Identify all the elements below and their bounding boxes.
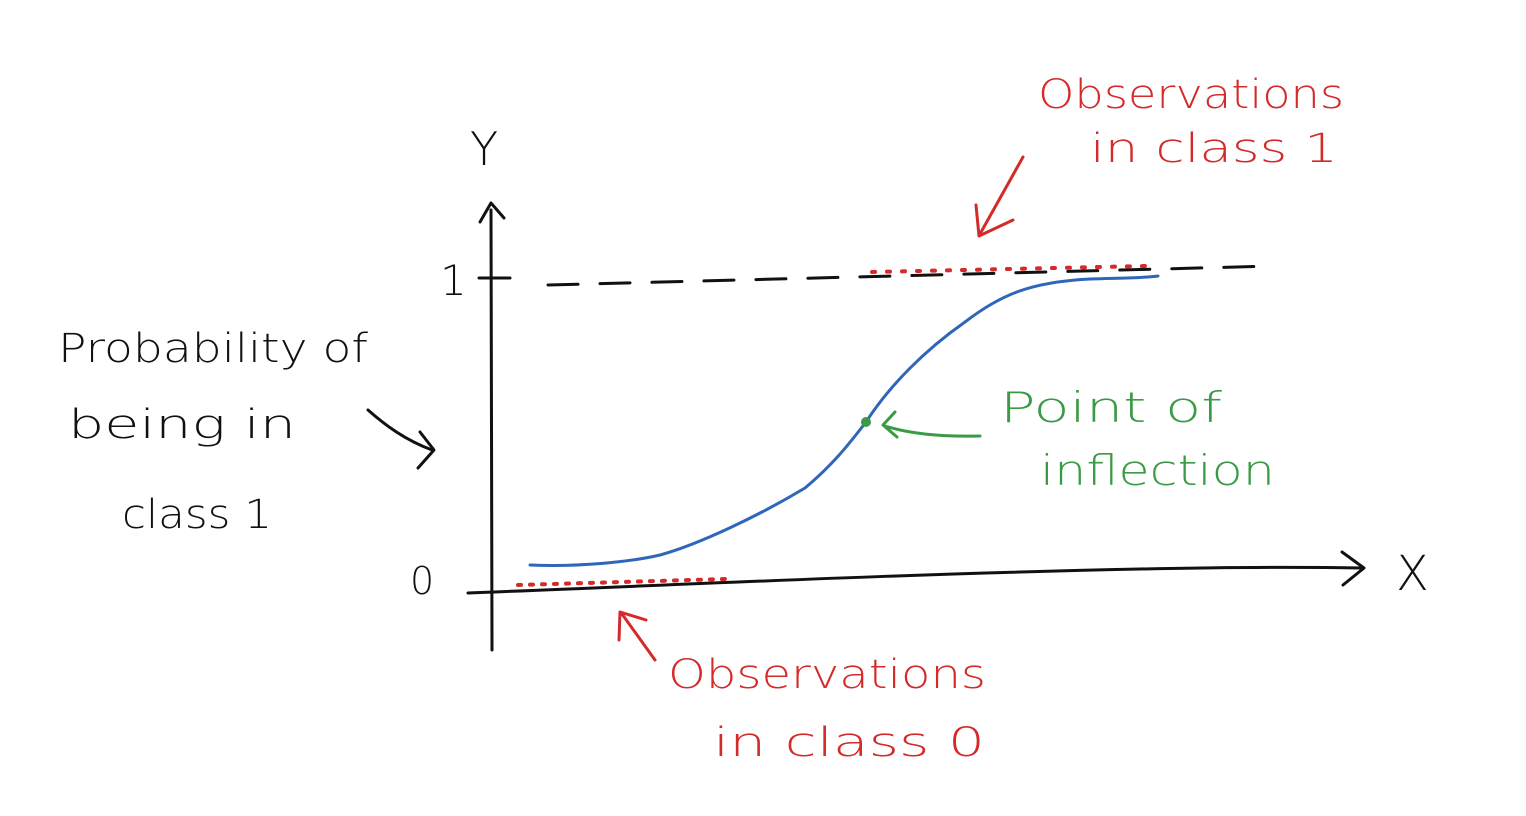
y-axis-arrowhead [478, 201, 506, 224]
x-axis-arrowhead [1340, 550, 1366, 587]
class-0-label-line-1: Observations [668, 652, 986, 698]
y-axis-label: Y [470, 122, 498, 176]
class-0-arrow-line [620, 612, 657, 662]
observations-class-0-label: Observations in class 0 [668, 652, 986, 766]
probability-label: Probability of being in class 1 [58, 326, 368, 538]
class-1-label-line-2: in class 1 [1090, 126, 1338, 172]
y-tick-0-label: 0 [410, 559, 434, 603]
class-0-label-line-2: in class 0 [713, 720, 985, 766]
inflection-arrowhead [881, 410, 899, 439]
observations-class-1-dots [870, 264, 1147, 274]
probability-label-line-2: being in [68, 402, 296, 448]
observations-class-1-label: Observations in class 1 [1038, 72, 1344, 172]
probability-label-line-3: class 1 [122, 492, 272, 538]
inflection-point-marker [861, 417, 871, 427]
inflection-label: Point of inflection [1000, 383, 1275, 495]
probability-arrowhead [416, 430, 436, 470]
inflection-label-line-1: Point of [1000, 383, 1222, 432]
inflection-label-line-2: inflection [1040, 446, 1275, 495]
class-1-arrowhead [974, 203, 1015, 238]
observations-class-0-dots [516, 577, 727, 587]
probability-label-line-1: Probability of [58, 326, 368, 372]
y-axis-line [489, 208, 494, 652]
class-1-arrow-line [978, 155, 1025, 236]
x-axis-line [466, 565, 1364, 595]
inflection-arrow-line [883, 424, 982, 438]
y-tick-1-label: 1 [440, 256, 467, 305]
probability-arrow-line [366, 408, 434, 452]
x-axis-label: X [1396, 546, 1429, 602]
asymptote-dashed-line [546, 264, 1277, 287]
class-1-label-line-1: Observations [1038, 72, 1344, 118]
class-0-arrowhead [617, 610, 648, 642]
